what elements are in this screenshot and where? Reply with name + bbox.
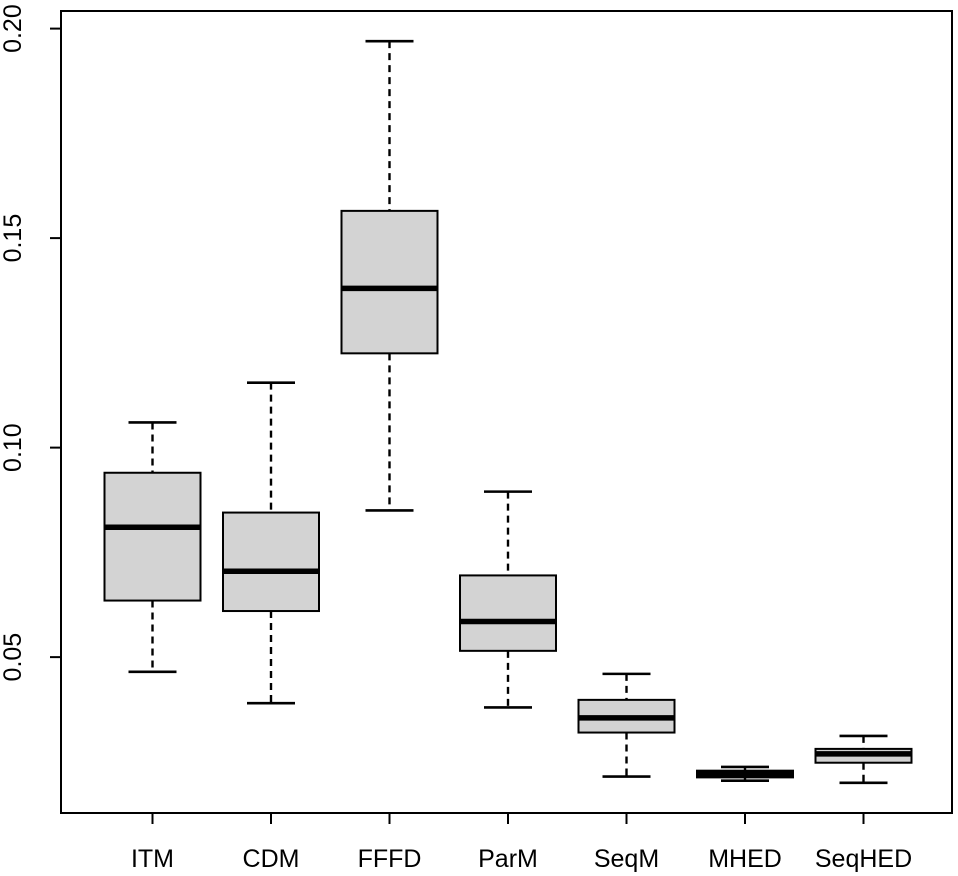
box-group-ParM [459,490,557,709]
x-tick-label-SeqHED: SeqHED [815,845,912,873]
y-tick-label: 0.20 [0,4,27,53]
y-tick-label: 0.10 [0,423,27,472]
iqr-box [340,209,439,355]
y-tick-label: 0.15 [0,214,27,263]
plot-area-border [60,10,953,814]
box-group-SeqHED [814,734,913,785]
x-tick-label-CDM: CDM [243,845,300,873]
x-tick-label-FFFD: FFFD [358,845,422,873]
x-tick-label-MHED: MHED [708,845,782,873]
iqr-box [459,574,557,652]
x-axis: ITM CDM FFFD ParM SeqM MHED SeqHED [131,813,912,873]
y-tick-label: 0.05 [0,633,27,682]
x-tick-label-ITM: ITM [131,845,174,873]
box-group-MHED [696,765,794,783]
x-tick-label-SeqM: SeqM [594,845,659,873]
iqr-box [222,511,320,613]
x-tick-label-ParM: ParM [478,845,538,873]
y-axis: 0.05 0.10 0.15 0.20 [0,4,61,681]
iqr-box [103,471,202,602]
box-group-CDM [222,381,320,705]
box-group-FFFD [340,39,439,512]
box-group-SeqM [577,672,676,778]
box-group-ITM [103,421,202,674]
